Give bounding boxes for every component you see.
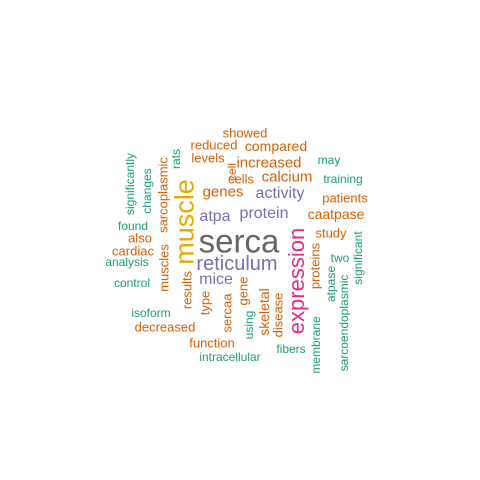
word-muscle: muscle <box>169 179 200 265</box>
word-patients: patients <box>322 190 368 206</box>
word-also: also <box>128 230 152 246</box>
word-control: control <box>113 276 151 290</box>
word-significant: significant <box>351 231 365 285</box>
word-atpa: atpa <box>199 208 231 225</box>
word-significantly: significantly <box>123 152 137 216</box>
word-showed: showed <box>222 125 268 141</box>
word-calcium: calcium <box>261 168 313 186</box>
word-mice: mice <box>199 271 233 288</box>
word-sercaa: sercaa <box>219 293 235 333</box>
word-two: two <box>330 251 350 265</box>
word-increased: increased <box>236 154 302 172</box>
word-gene: gene <box>235 276 251 306</box>
word-rats: rats <box>169 148 183 170</box>
word-protein: protein <box>239 205 289 222</box>
word-training: training <box>323 172 363 186</box>
word-expression: expression <box>284 227 309 335</box>
word-intracellular: intracellular <box>199 350 261 364</box>
word-study: study <box>315 225 347 241</box>
word-reduced: reduced <box>190 137 238 153</box>
word-proteins: proteins <box>307 242 323 290</box>
word-type: type <box>197 290 213 316</box>
word-analysis: analysis <box>105 255 149 269</box>
word-isoform: isoform <box>131 306 171 320</box>
word-function: function <box>189 335 235 351</box>
word-activity: activity <box>255 185 305 202</box>
word-cells: cells <box>227 171 255 187</box>
word-membrane: membrane <box>309 316 323 374</box>
word-fibers: fibers <box>276 342 306 356</box>
word-using: using <box>242 310 256 340</box>
word-genes: genes <box>202 183 244 201</box>
word-serca: serca <box>198 222 280 260</box>
word-results: results <box>179 270 195 310</box>
word-compared: compared <box>244 138 308 154</box>
word-found: found <box>117 219 149 233</box>
word-cell: cell <box>225 162 239 182</box>
word-sarcoendoplasmic: sarcoendoplasmic <box>337 274 351 372</box>
word-muscles: muscles <box>156 244 172 292</box>
word-changes: changes <box>140 168 154 214</box>
word-atpase: atpase <box>324 265 338 303</box>
word-sarcoplasmic: sarcoplasmic <box>155 157 171 233</box>
word-may: may <box>317 153 341 167</box>
word-levels: levels <box>191 150 225 166</box>
word-cardiac: cardiac <box>112 243 154 259</box>
word-reticulum: reticulum <box>196 253 278 275</box>
word-decreased: decreased <box>134 319 196 335</box>
word-disease: disease <box>270 292 286 338</box>
word-skeletal: skeletal <box>256 288 272 336</box>
word-caatpase: caatpase <box>307 206 365 222</box>
